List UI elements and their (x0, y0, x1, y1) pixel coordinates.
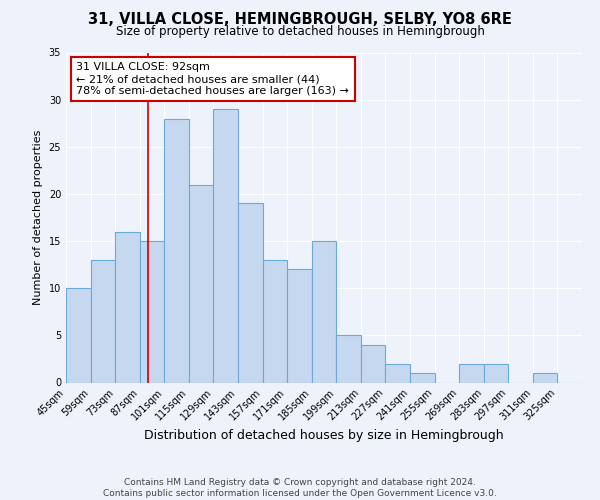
Bar (263, 260, 287, 382)
Text: 31, VILLA CLOSE, HEMINGBROUGH, SELBY, YO8 6RE: 31, VILLA CLOSE, HEMINGBROUGH, SELBY, YO… (88, 12, 512, 28)
Bar (115, 232, 140, 382)
X-axis label: Distribution of detached houses by size in Hemingbrough: Distribution of detached houses by size … (144, 430, 504, 442)
Bar (287, 270, 312, 382)
Bar (66, 288, 91, 382)
Bar (361, 345, 385, 383)
Bar (410, 373, 434, 382)
Bar (91, 260, 115, 382)
Bar (238, 204, 263, 382)
Text: 31 VILLA CLOSE: 92sqm
← 21% of detached houses are smaller (44)
78% of semi-deta: 31 VILLA CLOSE: 92sqm ← 21% of detached … (76, 62, 349, 96)
Bar (385, 364, 410, 382)
Bar (336, 336, 361, 382)
Bar (312, 241, 336, 382)
Bar (140, 241, 164, 382)
Text: Size of property relative to detached houses in Hemingbrough: Size of property relative to detached ho… (116, 25, 484, 38)
Bar (214, 109, 238, 382)
Bar (459, 364, 484, 382)
Bar (164, 118, 189, 382)
Bar (189, 184, 214, 382)
Bar (533, 373, 557, 382)
Bar (484, 364, 508, 382)
Text: Contains HM Land Registry data © Crown copyright and database right 2024.
Contai: Contains HM Land Registry data © Crown c… (103, 478, 497, 498)
Y-axis label: Number of detached properties: Number of detached properties (33, 130, 43, 305)
